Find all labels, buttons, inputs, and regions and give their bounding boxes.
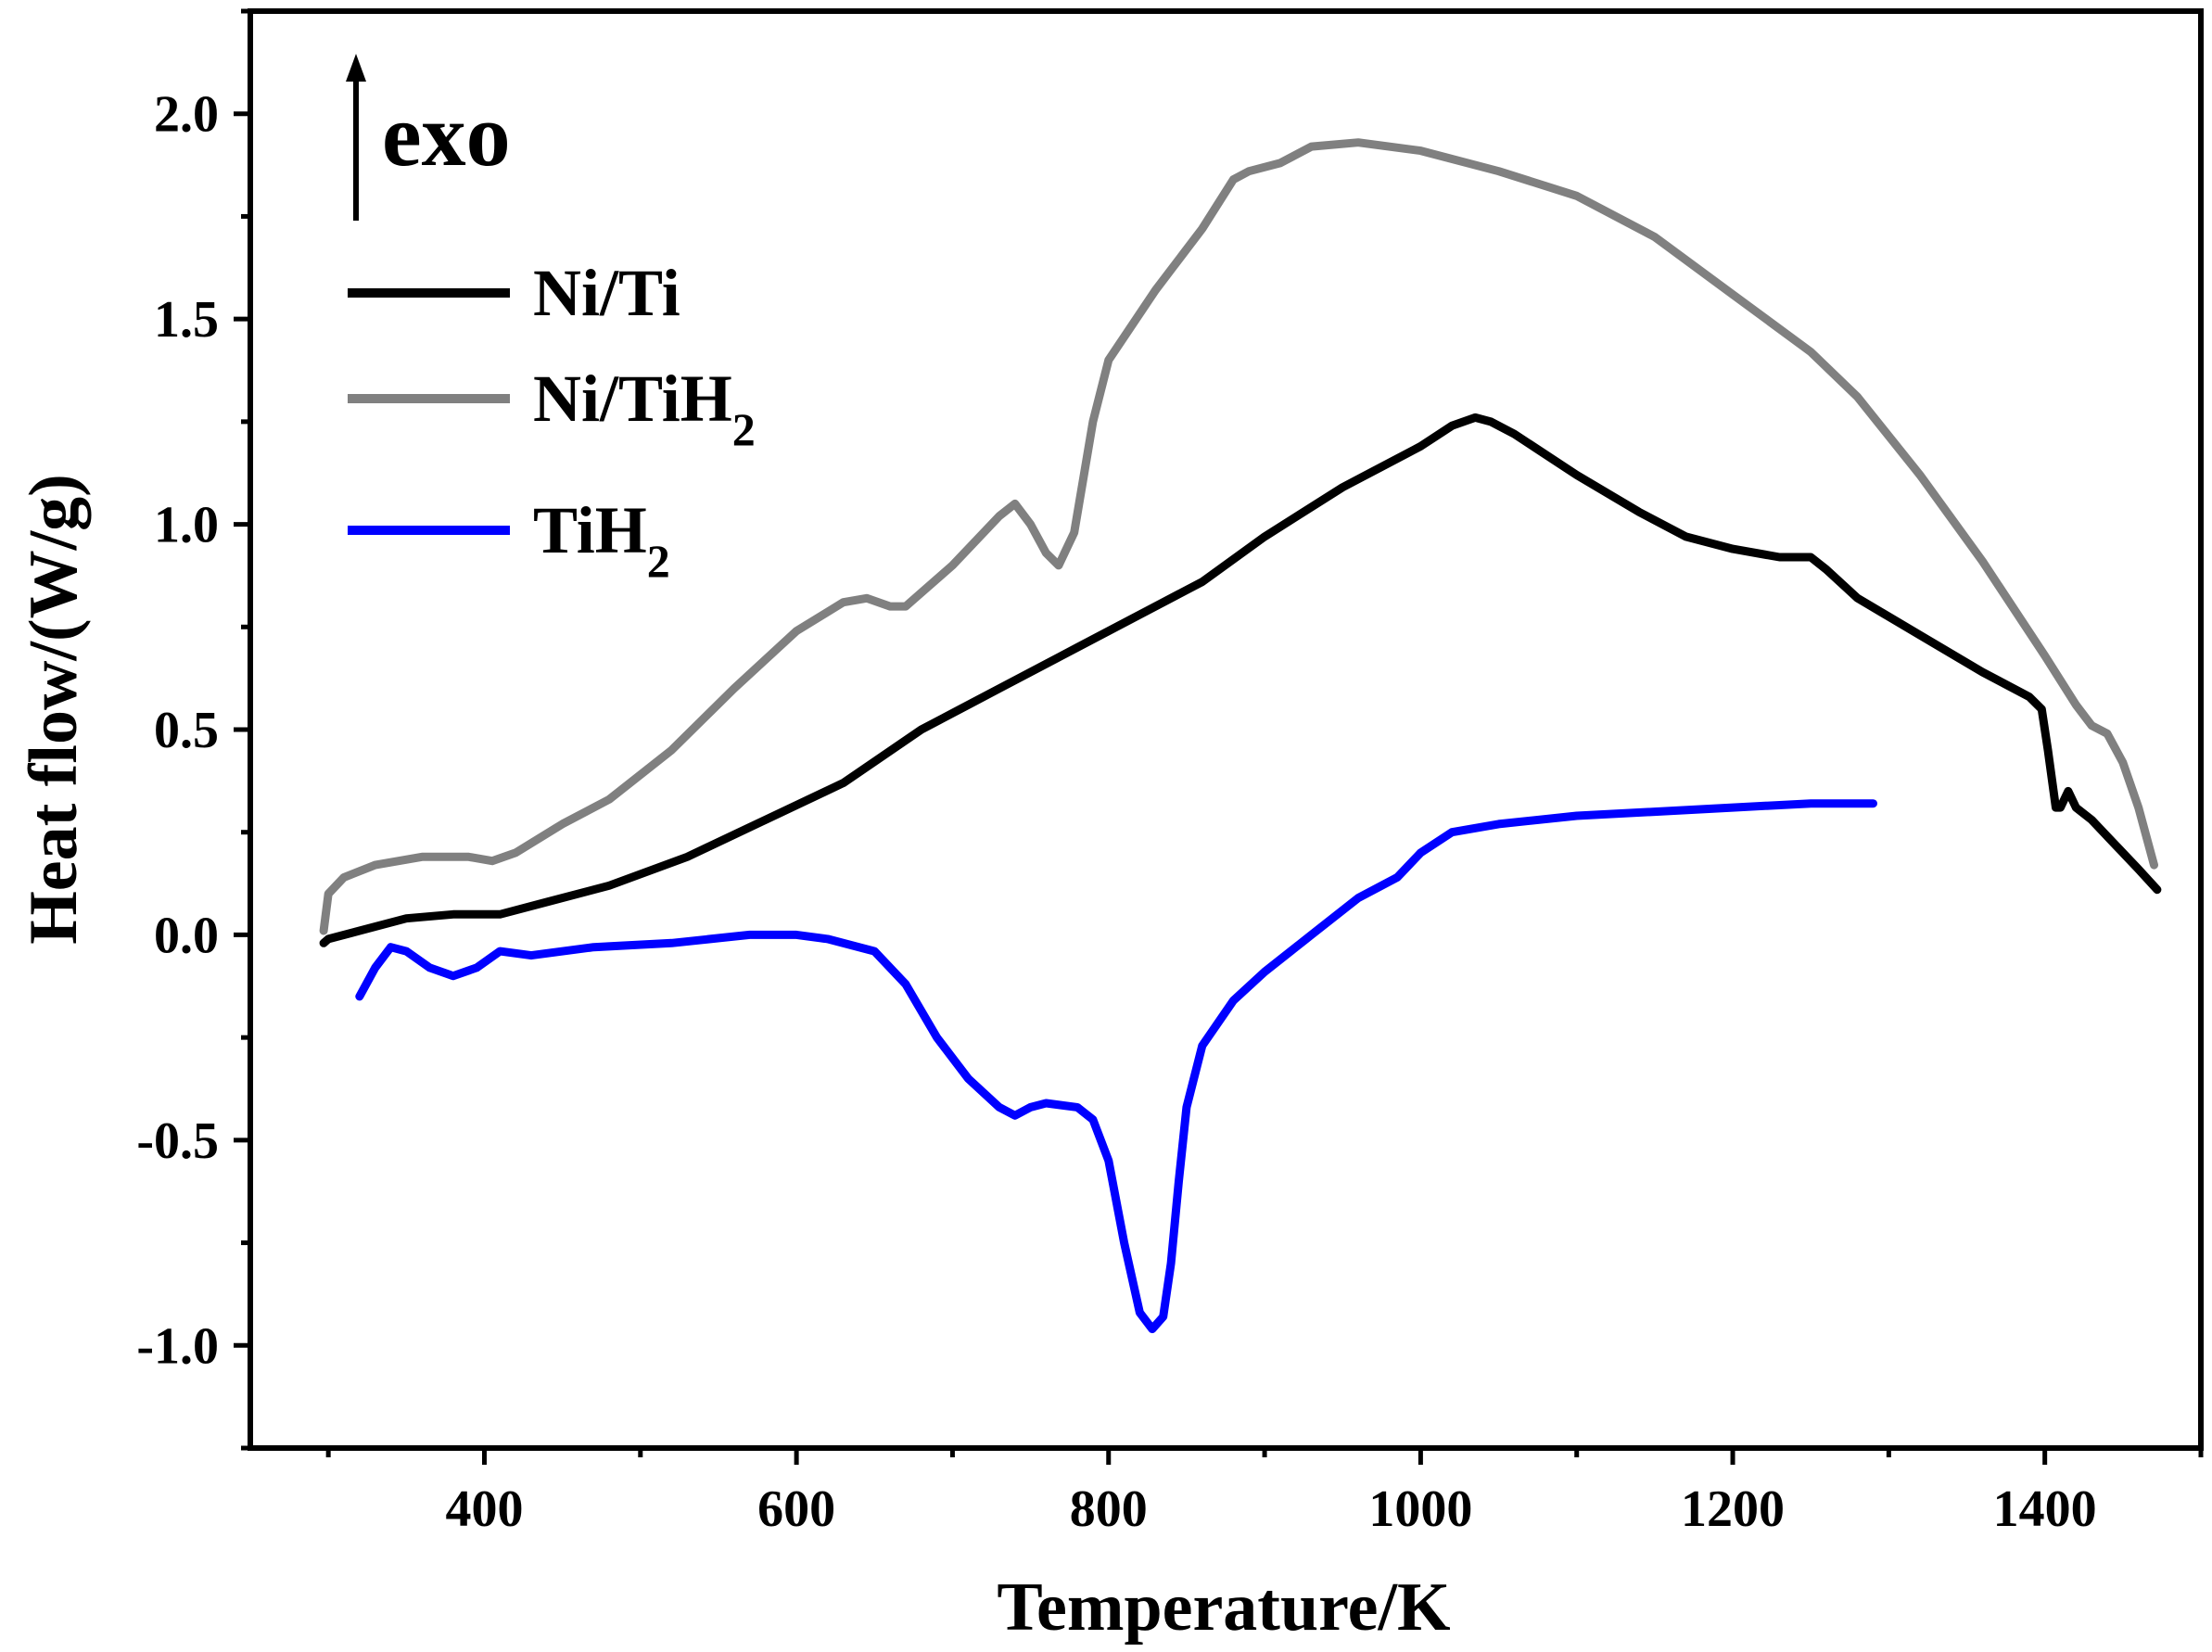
y-axis-title: Heat flow/(W/g) (16, 474, 92, 945)
series-layer (319, 138, 2162, 1334)
y-tick-label: 2.0 (154, 86, 219, 144)
legend-label-ni-tih2-main: Ni/TiH (533, 362, 732, 436)
exo-arrow-head (346, 54, 366, 82)
plot-frame (248, 8, 2204, 1451)
x-tick-label: 1400 (1993, 1480, 2097, 1538)
y-tick-label: 1.5 (154, 291, 219, 349)
y-axis: -1.0 -0.5 0.0 0.5 1.0 1.5 2.0 (136, 8, 250, 1451)
x-tick-label: 400 (445, 1480, 523, 1538)
exo-annotation: exo (346, 54, 511, 221)
legend-label-tih2: TiH2 (533, 493, 670, 587)
x-axis: 400 600 800 1000 1200 1400 (325, 1448, 2204, 1538)
exo-label: exo (382, 85, 511, 184)
series-line-tih2 (355, 799, 1877, 1334)
y-tick-label: 0.5 (154, 702, 219, 759)
y-tick-label: 1.0 (154, 497, 219, 554)
legend-label-tih2-main: TiH (533, 493, 647, 567)
legend-label-ni-ti: Ni/Ti (533, 256, 680, 330)
y-tick-label: -0.5 (136, 1112, 219, 1170)
legend-label-tih2-sub: 2 (647, 535, 670, 587)
x-axis-title: Temperature/K (997, 1569, 1450, 1646)
legend: Ni/Ti Ni/TiH2 TiH2 (348, 256, 756, 587)
y-tick-label: -1.0 (136, 1317, 219, 1375)
y-tick-label: 0.0 (154, 907, 219, 964)
x-tick-label: 1000 (1368, 1480, 1472, 1538)
x-tick-label: 600 (757, 1480, 835, 1538)
legend-label-ni-tih2: Ni/TiH2 (533, 362, 756, 455)
series-line-ni-ti (319, 413, 2162, 947)
x-tick-label: 1200 (1681, 1480, 1785, 1538)
x-tick-label: 800 (1070, 1480, 1148, 1538)
series-line-ni-tih2 (319, 138, 2158, 935)
legend-label-ni-tih2-sub: 2 (732, 403, 756, 455)
